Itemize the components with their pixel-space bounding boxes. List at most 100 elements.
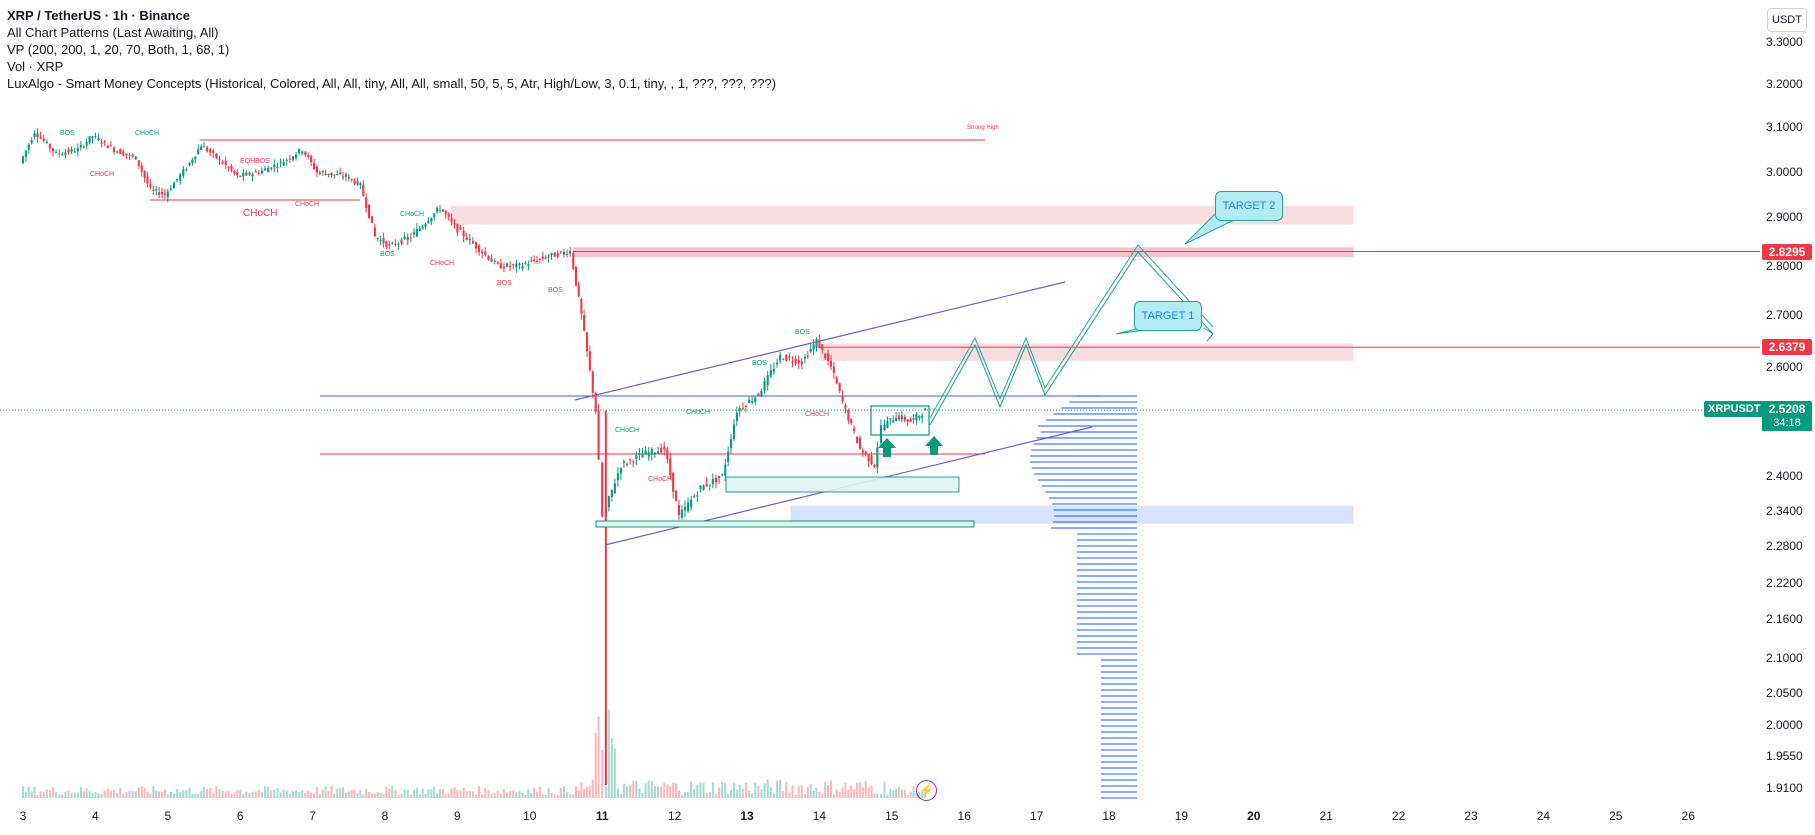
- lightning-icon[interactable]: ⚡: [916, 780, 937, 801]
- wedge-upper-line: [574, 281, 1066, 401]
- volume-bar: [206, 788, 209, 798]
- volume-bar: [73, 792, 76, 798]
- volume-bar: [82, 791, 85, 798]
- candle-body: [304, 151, 307, 155]
- legend-volume-profile[interactable]: VP (200, 200, 1, 20, 70, Both, 1, 68, 1): [7, 42, 230, 57]
- volume-bar: [656, 786, 660, 798]
- smc-label: CHoCH: [686, 409, 710, 416]
- volume-bar: [625, 785, 629, 798]
- volume-bar: [509, 790, 512, 798]
- candle-body: [215, 153, 218, 159]
- candle-body: [591, 371, 594, 393]
- volume-bar: [791, 785, 794, 798]
- volume-bar: [693, 789, 696, 798]
- candle-body: [629, 459, 632, 461]
- candle-body: [711, 478, 714, 485]
- volume-bar: [45, 789, 48, 798]
- candle-body: [812, 344, 815, 350]
- volume-bar: [794, 794, 797, 798]
- candle-body: [412, 232, 416, 235]
- candle-body: [103, 140, 106, 142]
- candle-body: [312, 163, 316, 169]
- candle-body: [766, 375, 769, 386]
- legend-symbol-title[interactable]: XRP / TetherUS · 1h · Binance: [7, 8, 191, 23]
- candle-body: [855, 436, 859, 444]
- x-tick-label: 9: [454, 809, 461, 823]
- volume-bar: [727, 794, 730, 798]
- candle-body: [601, 462, 604, 517]
- volume-bar: [861, 787, 864, 798]
- candle-body: [861, 450, 864, 453]
- candle-body: [324, 173, 327, 176]
- smc-label: CHoCH: [90, 171, 114, 178]
- volume-bar: [315, 787, 318, 798]
- candle-body: [166, 191, 169, 197]
- volume-bar: [251, 791, 254, 798]
- candle-body: [224, 160, 227, 166]
- volume-bar: [341, 787, 345, 798]
- volume-bar: [607, 709, 610, 798]
- candle-body: [282, 162, 285, 166]
- smc-label: CHoCH: [295, 201, 319, 208]
- price-chart[interactable]: BOS CHoCH CHoCH EQHBOS CHoCH CHoCH CHoCH BOS CHo…: [0, 0, 1760, 830]
- target1-label[interactable]: TARGET 1: [1134, 301, 1202, 331]
- candle-body: [368, 204, 371, 218]
- volume-bar: [125, 791, 128, 798]
- candle-body: [202, 146, 206, 148]
- volume-bar: [879, 793, 882, 798]
- volume-bar: [530, 792, 533, 798]
- volume-bar: [569, 794, 572, 798]
- volume-bar: [738, 784, 741, 798]
- volume-bar: [444, 794, 447, 798]
- legend-smc[interactable]: LuxAlgo - Smart Money Concepts (Historic…: [7, 76, 777, 91]
- candle-body: [622, 461, 625, 463]
- candle-body: [481, 251, 484, 254]
- smc-label: CHoCH: [805, 411, 829, 418]
- volume-bar: [835, 789, 838, 798]
- legend-volume[interactable]: Vol · XRP: [7, 59, 64, 74]
- volume-bar: [867, 787, 870, 798]
- volume-bar: [515, 792, 518, 798]
- volume-bar: [647, 780, 650, 798]
- volume-bar: [330, 786, 333, 798]
- volume-bar: [450, 788, 453, 798]
- legend-chart-patterns[interactable]: All Chart Patterns (Last Awaiting, All): [7, 25, 219, 40]
- candle-body: [635, 455, 638, 460]
- candle-body: [468, 238, 471, 241]
- currency-button[interactable]: USDT: [1767, 8, 1807, 32]
- candle-body: [298, 149, 301, 154]
- candle-body: [524, 262, 527, 264]
- volume-bar: [21, 786, 25, 798]
- candle-body: [892, 420, 895, 423]
- volume-bar: [385, 786, 388, 798]
- volume-bar: [559, 788, 562, 798]
- candle-body: [735, 412, 738, 422]
- y-tick-label: 2.0000: [1766, 718, 1803, 732]
- candle-body: [403, 236, 406, 239]
- volume-bar: [610, 738, 613, 798]
- volume-bar: [594, 732, 597, 798]
- volume-bar: [356, 793, 359, 798]
- volume-bar: [94, 792, 97, 798]
- volume-bar: [897, 787, 901, 798]
- volume-bar: [100, 793, 103, 798]
- volume-bar: [660, 786, 663, 798]
- candle-body: [456, 223, 459, 233]
- candle-body: [327, 173, 330, 175]
- chart-area[interactable]: BOS CHoCH CHoCH EQHBOS CHoCH CHoCH CHoCH BOS CHo…: [0, 0, 1760, 830]
- volume-bar: [718, 787, 721, 798]
- volume-bar: [304, 792, 307, 798]
- volume-bar: [179, 791, 182, 798]
- volume-bar: [585, 787, 589, 798]
- x-tick-label: 10: [523, 809, 537, 823]
- candle-body: [462, 230, 465, 237]
- target2-label[interactable]: TARGET 2: [1215, 191, 1283, 221]
- candle-body: [791, 361, 794, 363]
- candle-body: [544, 257, 547, 259]
- candle-body: [436, 208, 439, 212]
- candle-body: [924, 408, 927, 411]
- candle-body: [663, 446, 666, 450]
- candle-body: [137, 160, 140, 166]
- volume-bar: [327, 790, 330, 798]
- candle-body: [521, 265, 524, 269]
